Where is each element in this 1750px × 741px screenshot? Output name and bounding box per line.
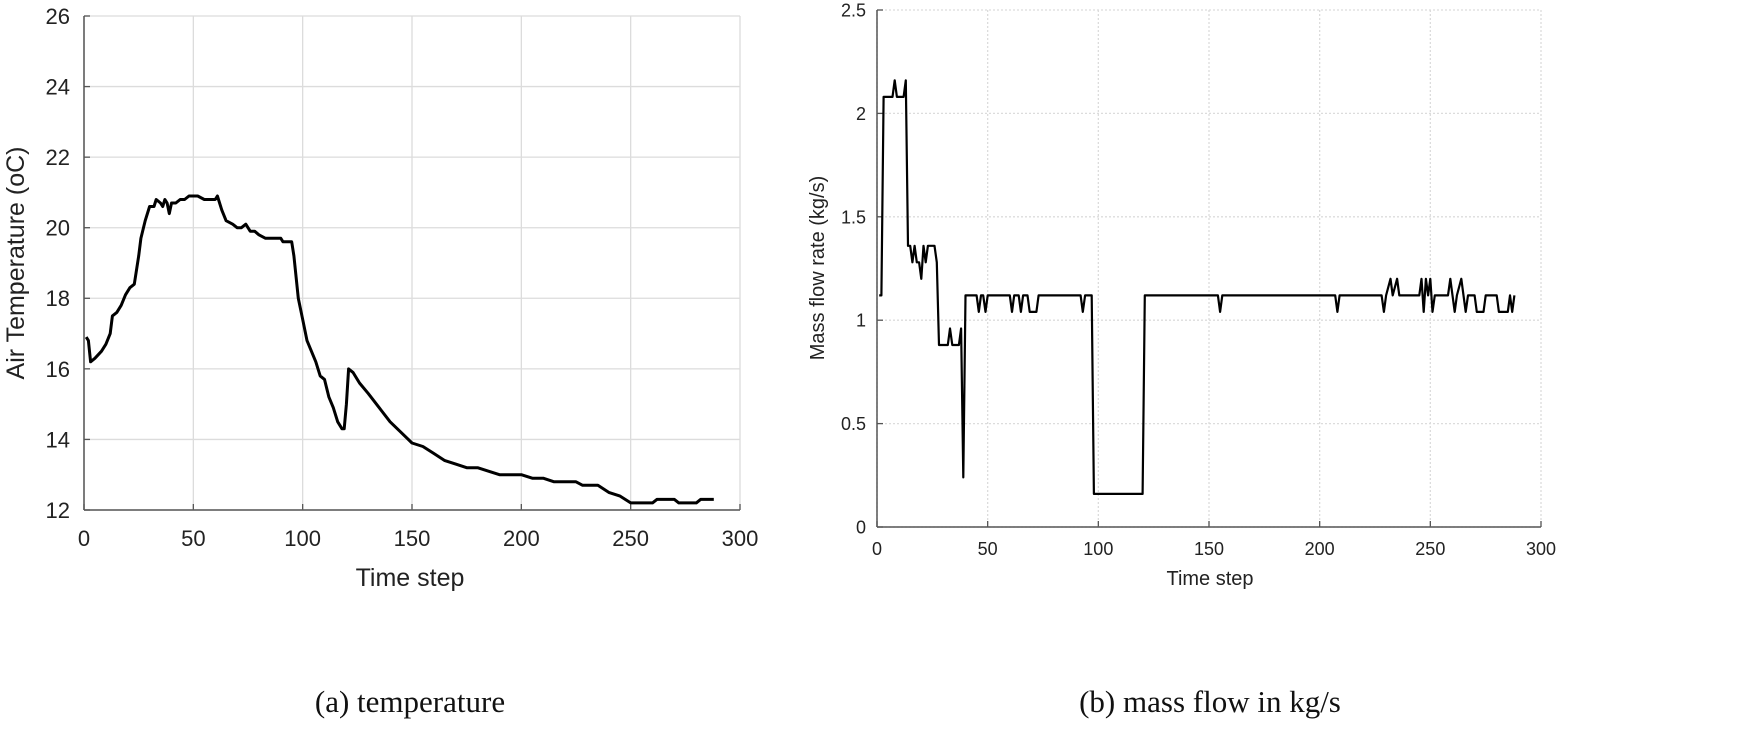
temperature-y-tick-label: 20 <box>46 216 70 241</box>
temperature-x-tick-label: 300 <box>722 526 759 551</box>
temperature-y-tick-label: 14 <box>46 427 70 452</box>
mass-flow-y-tick-label: 1.5 <box>841 207 866 227</box>
mass-flow-plot-area <box>877 10 1541 527</box>
temperature-x-tick-label: 200 <box>503 526 540 551</box>
temperature-series-line <box>84 194 714 505</box>
mass-flow-ylabel: Mass flow rate (kg/s) <box>807 176 829 360</box>
temperature-y-tick-label: 24 <box>46 74 70 99</box>
temperature-y-tick-label: 16 <box>46 357 70 382</box>
temperature-x-tick-label: 250 <box>612 526 649 551</box>
mass-flow-series-line <box>879 79 1516 495</box>
temperature-chart: 0 50 100 150 200 250 300 12 14 16 18 20 22 24 26 <box>46 4 759 551</box>
temperature-x-tick-label: 0 <box>78 526 90 551</box>
mass-flow-x-tick-label: 300 <box>1526 539 1556 559</box>
temperature-x-tick-label: 50 <box>181 526 205 551</box>
mass-flow-x-tick-label: 150 <box>1194 539 1224 559</box>
mass-flow-x-tick-label: 100 <box>1083 539 1113 559</box>
mass-flow-y-tick-label: 0.5 <box>841 414 866 434</box>
temperature-y-tick-label: 22 <box>46 145 70 170</box>
mass-flow-chart: 0 50 100 150 200 250 300 0 0.5 1 1.5 2 2.5 <box>841 0 1556 559</box>
mass-flow-x-tick-label: 250 <box>1415 539 1445 559</box>
temperature-xlabel: Time step <box>356 564 465 592</box>
mass-flow-x-tick-label: 50 <box>978 539 998 559</box>
mass-flow-xlabel: Time step <box>1166 568 1253 590</box>
temperature-ylabel: Air Temperature (oC) <box>2 147 30 380</box>
mass-flow-y-tick-label: 2 <box>856 104 866 124</box>
temperature-x-tick-label: 150 <box>394 526 431 551</box>
temperature-y-tick-label: 26 <box>46 4 70 29</box>
caption-b: (b) mass flow in kg/s <box>1079 684 1341 719</box>
mass-flow-y-tick-label: 0 <box>856 517 866 537</box>
caption-a: (a) temperature <box>315 684 505 719</box>
mass-flow-x-tick-label: 200 <box>1305 539 1335 559</box>
mass-flow-y-tick-label: 2.5 <box>841 0 866 20</box>
mass-flow-x-tick-label: 0 <box>872 539 882 559</box>
temperature-y-tick-label: 18 <box>46 286 70 311</box>
temperature-y-tick-label: 12 <box>46 498 70 523</box>
temperature-x-tick-label: 100 <box>284 526 321 551</box>
mass-flow-y-tick-label: 1 <box>856 311 866 331</box>
